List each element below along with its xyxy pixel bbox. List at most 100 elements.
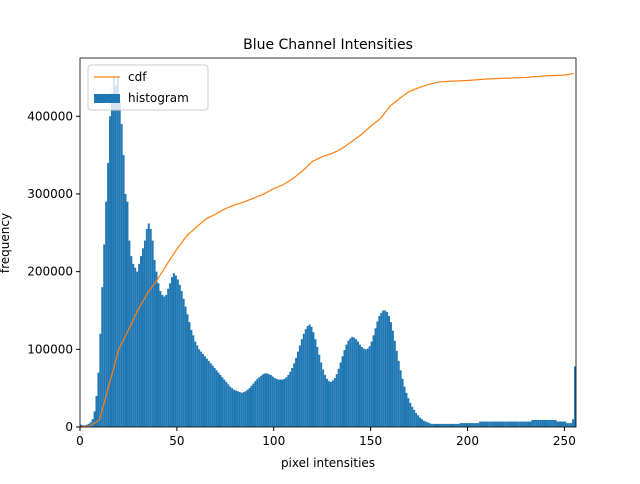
histogram-bar [138,263,141,427]
histogram-bar [453,423,456,427]
y-tick-label: 400000 [27,109,73,123]
histogram-bar [105,201,108,427]
histogram-bar [308,324,311,427]
histogram-bar [192,335,195,427]
histogram-bar [535,420,538,427]
legend: cdf histogram [87,64,209,111]
histogram-bar [574,366,576,427]
histogram-bar [403,386,406,427]
histogram-bar [236,391,239,427]
histogram-bar [205,358,208,427]
histogram-bar [279,379,282,427]
histogram-bar [519,421,522,427]
histogram-bar [345,344,348,427]
histogram-bar [333,378,336,427]
histogram-bar [337,368,340,427]
histogram-bar [275,378,278,427]
histogram-bar [211,365,214,427]
chart-title: Blue Channel Intensities [243,37,413,53]
histogram-bar [572,419,575,427]
histogram-bar [554,420,557,427]
x-tick-label: 50 [169,434,184,448]
histogram-bar [388,315,390,427]
histogram-bar [415,413,418,427]
histogram-bar [475,423,478,427]
histogram-bar [281,379,284,427]
histogram-bar [93,411,96,427]
histogram-bar [446,423,449,427]
histogram-bar [324,374,327,427]
histogram-bar [244,391,247,427]
histogram-bar [120,124,123,427]
histogram-bar [339,362,342,427]
histogram-bar [302,333,305,427]
histogram-bar [391,330,394,427]
histogram-bar [467,423,470,427]
histogram-bar [494,421,497,427]
histogram-bar [271,376,274,427]
histogram-bar [221,377,224,427]
histogram-bar [537,420,540,427]
histogram-bar [543,420,545,427]
histogram-bar [277,379,280,427]
histogram-bar [566,423,569,427]
histogram-bar [459,423,462,427]
histogram-bar [85,424,88,427]
histogram-bar [145,228,148,427]
histogram-bar [155,271,158,427]
y-tick-label: 100000 [27,342,73,356]
histogram-bar [357,341,359,427]
plot-frame [79,57,577,428]
histogram-bar [368,346,371,427]
histogram-bar [297,351,299,427]
histogram-bar [149,228,152,427]
histogram-bar [227,384,230,427]
histogram-bar [167,288,170,427]
histogram-bar [531,420,534,427]
histogram-bar [562,421,565,427]
histogram-bar [413,409,416,427]
histogram-bar [235,390,237,427]
histogram-bar [248,388,251,427]
histogram-bar [362,348,365,427]
histogram-bar [143,240,146,427]
histogram-bar [171,277,173,427]
histogram-bar [254,381,257,427]
histogram-bar [258,377,261,427]
histogram-bar [109,116,111,428]
histogram-bar [291,367,294,427]
histogram-bar [364,349,367,427]
histogram-bar [285,377,288,427]
histogram-bar [182,298,185,427]
histogram-bar [128,240,131,427]
histogram-bar [502,421,505,427]
histogram-bar [178,284,181,427]
histogram-bar [165,294,168,427]
histogram-bar [242,392,245,427]
histogram-bar [355,339,358,427]
x-tick-label: 100 [262,434,285,448]
histogram-bar [370,341,373,427]
histogram-bar [186,314,189,427]
histogram-bar [298,345,301,427]
histogram-bar [438,423,441,427]
histogram-bar [490,421,493,427]
histogram-bar [329,381,332,427]
histogram-bar [252,383,255,427]
histogram-bar [89,422,92,427]
legend-label: cdf [128,70,147,84]
y-tick-label: 200000 [27,265,73,279]
histogram-bar [514,421,516,427]
histogram-bar [111,92,113,428]
histogram-bar [481,421,483,427]
y-axis-label: frequency [0,213,12,273]
histogram-bar [560,421,563,427]
legend-swatch [94,94,120,103]
histogram-bar [508,421,511,427]
histogram-bar [386,312,389,427]
histogram-bar [457,423,460,427]
histogram-bar [558,421,561,427]
histogram-bar [366,348,369,427]
histogram-bar [209,363,212,427]
x-tick-label: 0 [76,434,84,448]
